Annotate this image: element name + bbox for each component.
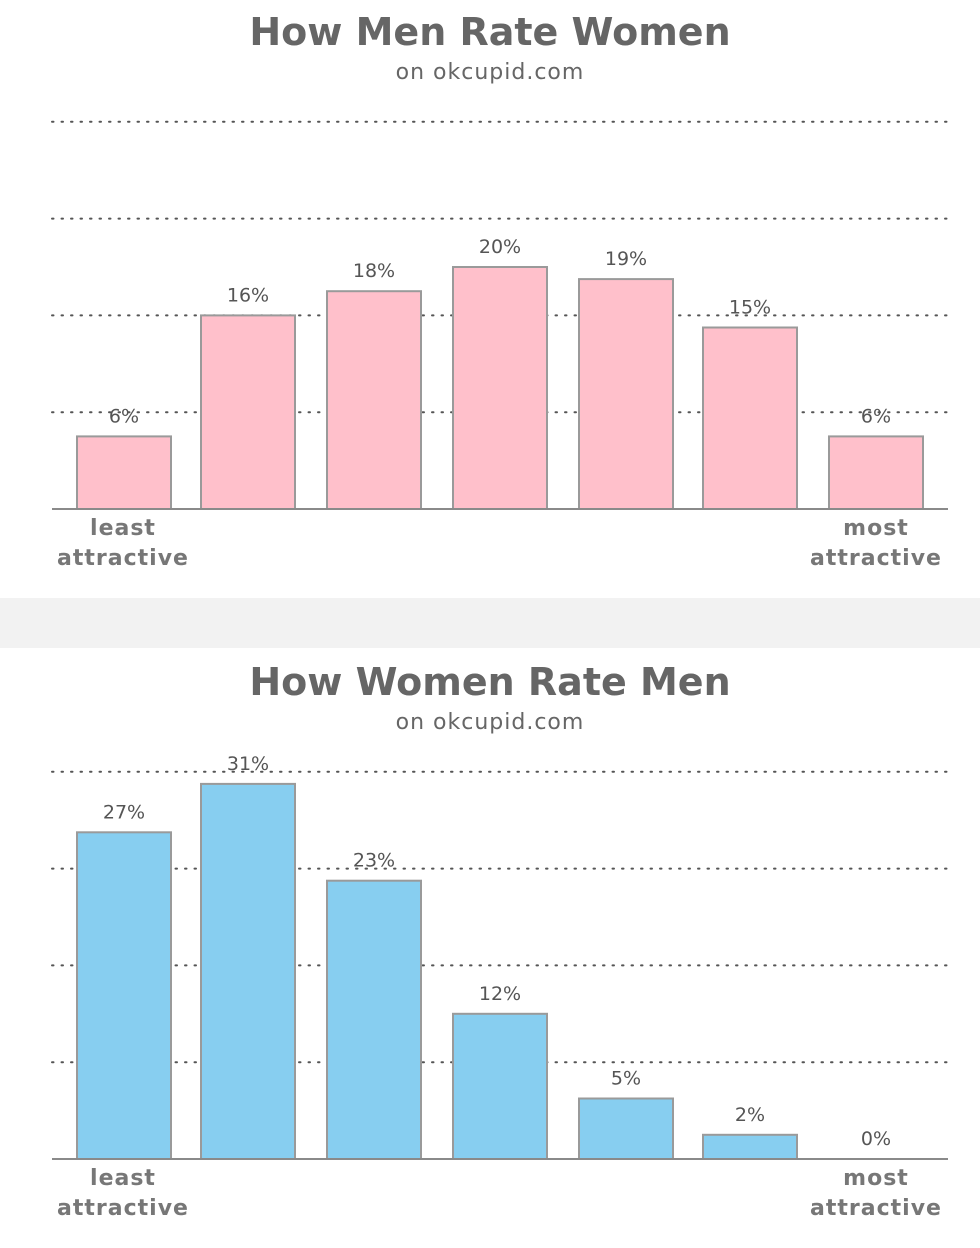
bar-2	[200, 314, 296, 510]
bar-6	[702, 1133, 798, 1160]
chart-title: How Men Rate Women	[249, 10, 731, 54]
bar-value-label: 20%	[479, 236, 521, 258]
chart-panel-men-rate-women: How Men Rate Women on okcupid.com 6% 16% 1…	[0, 0, 980, 598]
right-axis-label: most attractive	[786, 1164, 966, 1224]
bar-6	[702, 326, 798, 510]
bar-value-label: 23%	[353, 850, 395, 872]
right-axis-label-line2: attractive	[810, 546, 942, 571]
bar-value-label: 0%	[861, 1128, 891, 1150]
bar-2	[200, 782, 296, 1160]
bar-chart: 6% 16% 18% 20% 19% 15% 6%	[51, 120, 949, 511]
left-axis-label-line1: least	[90, 516, 156, 541]
bar-3	[326, 290, 422, 511]
chart-title: How Women Rate Men	[249, 660, 731, 704]
left-axis-label-line1: least	[90, 1166, 156, 1191]
left-axis-label-line2: attractive	[57, 546, 189, 571]
left-axis-label-line2: attractive	[57, 1196, 189, 1221]
bar-1	[76, 435, 172, 510]
right-axis-label: most attractive	[786, 514, 966, 574]
bar-value-label: 2%	[735, 1104, 765, 1126]
bar-5	[578, 1097, 674, 1160]
bar-value-label: 6%	[109, 405, 139, 427]
bar-value-label: 12%	[479, 983, 521, 1005]
chart-panel-women-rate-men: How Women Rate Men on okcupid.com 27% 31%…	[0, 648, 980, 1248]
left-axis-label: least attractive	[33, 514, 213, 574]
right-axis-label-line2: attractive	[810, 1196, 942, 1221]
bar-value-label: 27%	[103, 801, 145, 823]
right-axis-label-line1: most	[843, 1166, 909, 1191]
chart-subtitle: on okcupid.com	[395, 60, 585, 85]
bar-4	[452, 1012, 548, 1160]
bar-3	[326, 879, 422, 1160]
bar-1	[76, 831, 172, 1161]
bar-5	[578, 278, 674, 510]
bar-value-label: 19%	[605, 248, 647, 270]
right-axis-label-line1: most	[843, 516, 909, 541]
bar-value-label: 5%	[611, 1068, 641, 1090]
chart-subtitle: on okcupid.com	[395, 710, 585, 735]
bar-value-label: 6%	[861, 405, 891, 427]
bar-7	[828, 435, 924, 510]
bar-value-label: 15%	[729, 297, 771, 319]
bar-value-label: 31%	[227, 753, 269, 775]
bar-value-label: 16%	[227, 284, 269, 306]
left-axis-label: least attractive	[33, 1164, 213, 1224]
bar-chart: 27% 31% 23% 12% 5% 2% 0%	[51, 753, 949, 1161]
bar-value-label: 18%	[353, 260, 395, 282]
bar-4	[452, 266, 548, 510]
